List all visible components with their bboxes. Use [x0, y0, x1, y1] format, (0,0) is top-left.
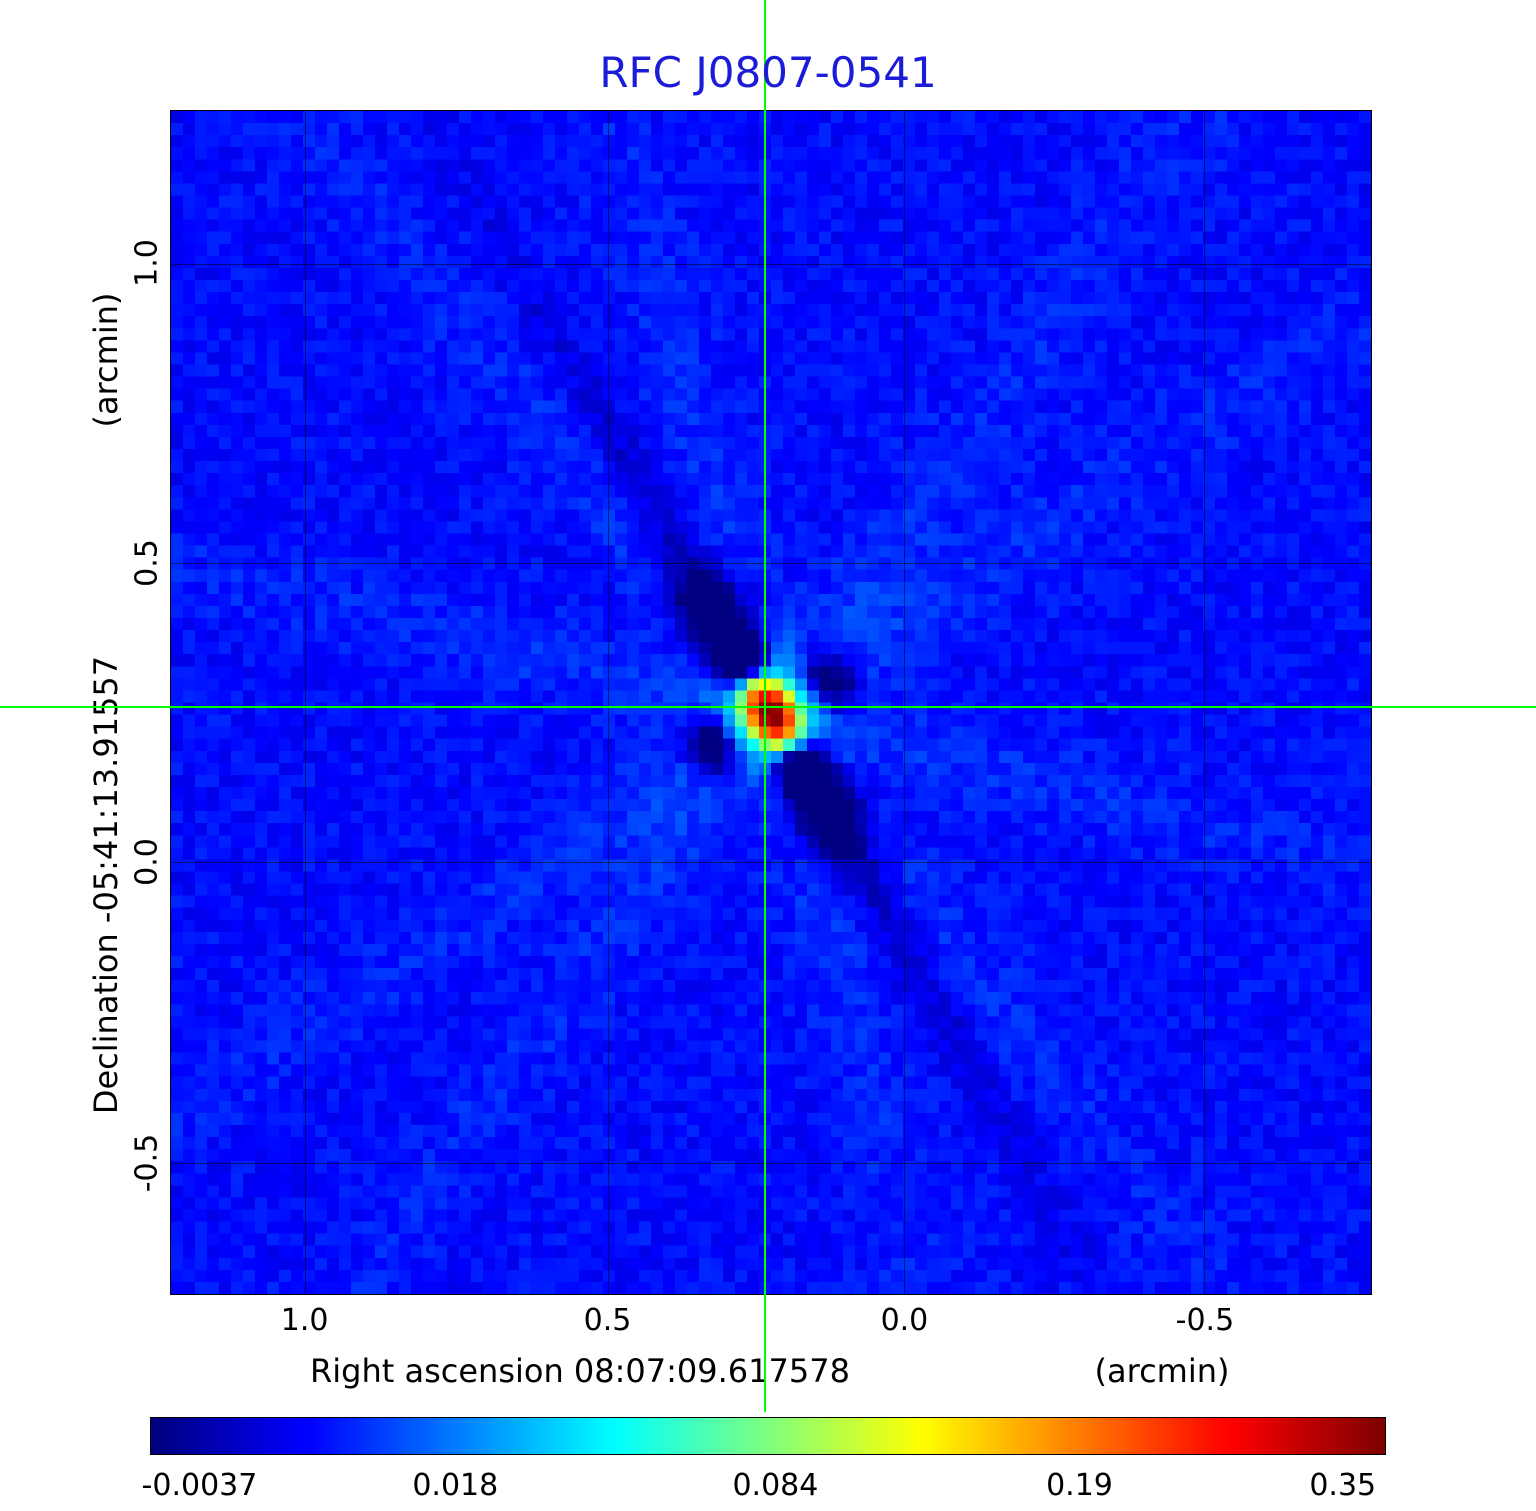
y-gridline	[171, 1162, 1371, 1164]
sky-map-canvas	[171, 111, 1371, 1294]
x-tick-label: 1.0	[280, 1303, 329, 1338]
x-gridline	[305, 111, 307, 1294]
colorbar-tick-label: 0.19	[1046, 1468, 1113, 1503]
y-axis-unit-label: (arcmin)	[87, 292, 125, 428]
x-axis-unit-label: (arcmin)	[1094, 1352, 1230, 1390]
y-tick-label: 1.0	[129, 239, 165, 287]
colorbar-tick-label: 0.018	[412, 1468, 499, 1503]
y-axis-label: Declination -05:41:13.91557	[87, 655, 125, 1115]
x-tick-label: 0.5	[583, 1303, 632, 1338]
y-tick-label: 0.0	[129, 838, 165, 887]
sky-image-plot	[170, 110, 1372, 1295]
figure-title: RFC J0807-0541	[599, 48, 937, 97]
colorbar-tick-label: -0.0037	[141, 1468, 258, 1503]
crosshair-vertical-line	[763, 0, 766, 1412]
crosshair-horizontal-line	[0, 706, 1536, 709]
x-tick-label: -0.5	[1175, 1303, 1235, 1338]
x-gridline	[607, 111, 609, 1294]
colorbar-gradient-canvas	[151, 1418, 1385, 1454]
y-gridline	[171, 263, 1371, 265]
y-gridline	[171, 862, 1371, 864]
x-gridline	[904, 111, 906, 1294]
y-tick-label: 0.5	[129, 538, 165, 587]
x-gridline	[1204, 111, 1206, 1294]
x-axis-label: Right ascension 08:07:09.617578	[310, 1352, 850, 1390]
y-gridline	[171, 562, 1371, 564]
colorbar-tick-label: 0.084	[732, 1468, 819, 1503]
x-tick-label: 0.0	[880, 1303, 929, 1338]
colorbar-tick-label: 0.35	[1309, 1468, 1377, 1503]
colorbar	[150, 1417, 1386, 1455]
y-tick-label: -0.5	[129, 1134, 165, 1193]
